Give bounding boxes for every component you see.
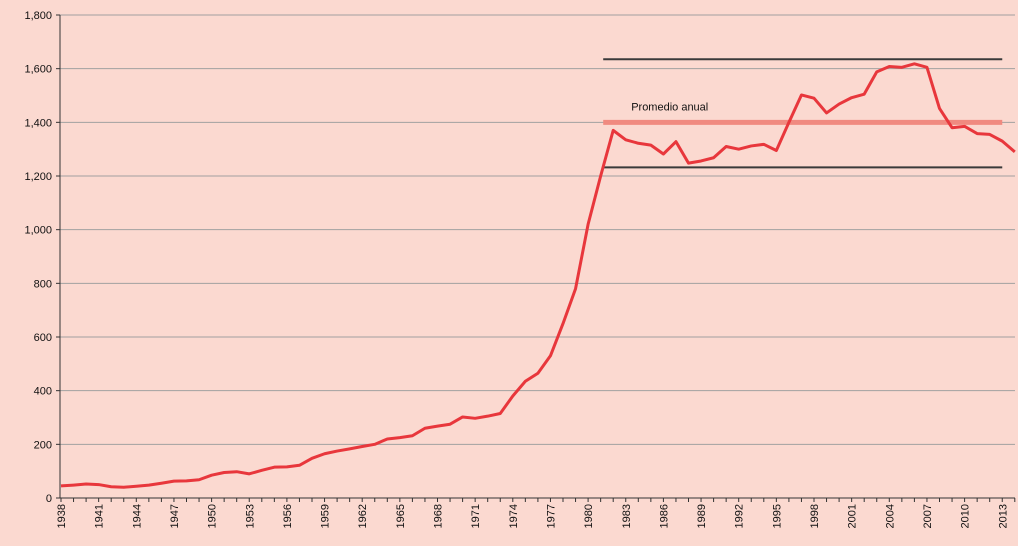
y-tick-label: 200: [34, 439, 52, 451]
x-tick-label: 2007: [922, 504, 934, 528]
x-tick-label: 1947: [169, 504, 181, 528]
y-tick-label: 1,600: [24, 64, 52, 76]
x-tick-label: 1938: [56, 504, 68, 528]
x-tick-label: 2004: [884, 504, 896, 528]
x-tick-label: 1965: [395, 504, 407, 528]
x-tick-label: 1953: [244, 504, 256, 528]
x-tick-label: 1950: [207, 504, 219, 528]
x-tick-label: 1971: [470, 504, 482, 528]
x-tick-label: 1998: [809, 504, 821, 528]
x-tick-label: 2010: [960, 504, 972, 528]
x-tick-label: 1968: [433, 504, 445, 528]
x-tick-label: 1986: [658, 504, 670, 528]
y-tick-label: 1,200: [24, 171, 52, 183]
x-tick-label: 1995: [771, 504, 783, 528]
x-tick-label: 2001: [847, 504, 859, 528]
x-tick-label: 1989: [696, 504, 708, 528]
x-tick-label: 1941: [94, 504, 106, 528]
x-tick-label: 1944: [131, 504, 143, 528]
x-tick-label: 1962: [357, 504, 369, 528]
y-tick-label: 1,800: [24, 10, 52, 22]
x-tick-label: 1974: [508, 504, 520, 528]
x-tick-label: 2013: [997, 504, 1009, 528]
y-tick-label: 0: [46, 493, 52, 505]
x-tick-label: 1980: [583, 504, 595, 528]
x-tick-label: 1983: [621, 504, 633, 528]
x-tick-label: 1977: [545, 504, 557, 528]
x-tick-label: 1959: [320, 504, 332, 528]
data-line: [60, 62, 1016, 489]
x-tick-label: 1956: [282, 504, 294, 528]
reference-label: Promedio anual: [631, 101, 708, 113]
y-tick-label: 400: [34, 386, 52, 398]
y-tick-label: 600: [34, 332, 52, 344]
y-tick-label: 1,400: [24, 117, 52, 129]
y-tick-label: 1,000: [24, 225, 52, 237]
y-tick-label: 800: [34, 278, 52, 290]
x-tick-label: 1992: [734, 504, 746, 528]
